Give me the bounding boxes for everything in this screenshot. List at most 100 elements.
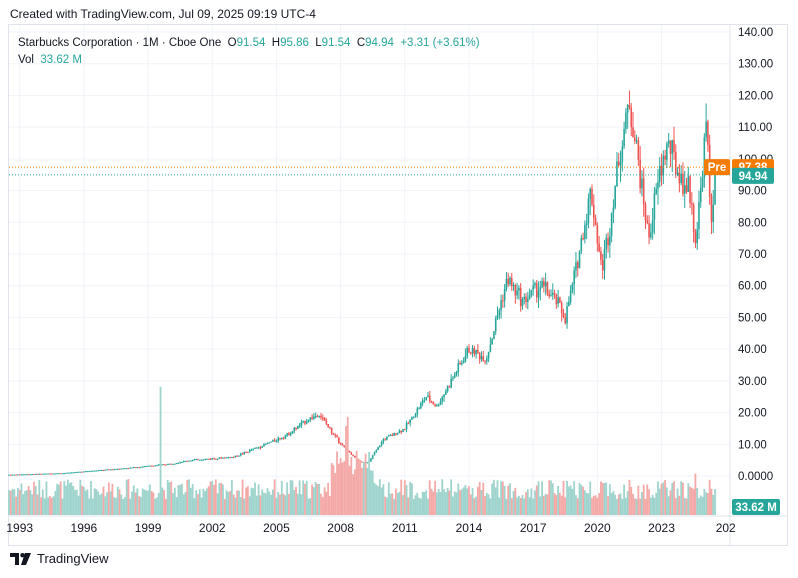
volume-bar — [655, 493, 658, 515]
volume-bar — [152, 492, 155, 515]
volume-bar — [676, 488, 679, 515]
candle-body — [391, 435, 394, 437]
volume-bar — [405, 485, 408, 515]
volume-bar — [512, 491, 515, 515]
candle-body — [523, 296, 526, 300]
volume-bar — [571, 488, 574, 515]
volume-bar — [172, 493, 174, 515]
volume-bar — [95, 489, 98, 515]
candle-body — [605, 238, 608, 249]
candle-body — [678, 172, 681, 183]
volume-bar — [409, 481, 412, 515]
volume-bar — [268, 491, 271, 515]
candle-body — [578, 251, 581, 269]
candle-body — [437, 404, 440, 406]
candle-body — [637, 140, 640, 160]
candle-body — [557, 297, 559, 304]
volume-bar — [546, 494, 549, 515]
legend-high-value: 95.86 — [280, 37, 309, 49]
volume-bar — [77, 495, 80, 515]
candle-body — [699, 187, 702, 202]
volume-bar — [34, 486, 37, 515]
candle-body — [238, 455, 240, 457]
candle-body — [261, 446, 263, 448]
candle-body — [131, 467, 133, 469]
candle-body — [127, 468, 130, 470]
candle-body — [582, 237, 584, 240]
volume-bar — [419, 498, 422, 515]
candle-body — [380, 441, 383, 446]
volume-bar — [505, 498, 508, 515]
volume-bar — [623, 484, 625, 515]
candle-body — [61, 473, 64, 475]
candle-body — [667, 140, 670, 144]
volume-bar — [163, 490, 166, 515]
volume-bar — [605, 482, 608, 515]
volume-bar — [154, 498, 157, 515]
volume-bar — [714, 489, 716, 515]
tradingview-brand[interactable]: TradingView — [10, 551, 109, 566]
volume-bar — [230, 480, 233, 515]
volume-bar — [279, 494, 281, 515]
volume-bar — [312, 487, 315, 515]
volume-bar — [703, 488, 706, 515]
candle-body — [188, 460, 190, 462]
volume-bar — [323, 487, 326, 515]
volume-bar — [412, 498, 415, 515]
pre-badge-label: Pre — [708, 162, 727, 174]
candle-body — [354, 456, 356, 458]
volume-badge-bg — [732, 499, 780, 515]
candle-body — [90, 470, 92, 472]
candle-body — [512, 285, 515, 287]
volume-bar — [598, 493, 601, 515]
volume-bar — [346, 416, 349, 515]
volume-bar — [84, 490, 87, 515]
volume-bar — [662, 482, 665, 515]
volume-bar — [439, 491, 442, 515]
candle-body — [430, 401, 433, 403]
volume-bar — [247, 486, 249, 515]
volume-bar — [537, 481, 540, 515]
candle-body — [683, 185, 686, 194]
candle-body — [140, 466, 142, 468]
candle-body — [56, 473, 58, 475]
volume-bar — [480, 489, 483, 515]
volume-bar — [403, 480, 406, 515]
volume-bar — [197, 494, 199, 515]
volume-bar — [637, 485, 640, 515]
volume-bar — [394, 488, 397, 515]
candle-body — [692, 204, 695, 233]
candle-body — [108, 469, 110, 471]
volume-bar — [40, 497, 42, 515]
candle-body — [675, 151, 677, 175]
y-tick-label: 30.00 — [738, 376, 767, 388]
candle-body — [375, 450, 378, 453]
volume-bar — [168, 482, 171, 515]
candle-body — [268, 442, 271, 444]
volume-bar — [81, 485, 83, 515]
candle-body — [70, 472, 73, 474]
volume-bar — [330, 463, 333, 515]
volume-bar — [669, 490, 672, 515]
volume-bar — [36, 494, 39, 515]
volume-bar — [649, 497, 652, 515]
volume-bar — [473, 498, 476, 515]
y-tick-label: 110.00 — [738, 122, 772, 134]
candle-body — [405, 423, 408, 430]
y-tick-label: 50.00 — [738, 312, 767, 324]
candle-body — [304, 420, 306, 424]
candle-body — [532, 285, 534, 290]
candle-body — [551, 292, 554, 296]
candle-body — [469, 352, 472, 354]
volume-bar — [27, 486, 30, 515]
volume-bar — [293, 489, 296, 515]
volume-bar — [198, 489, 201, 515]
candle-body — [658, 165, 661, 182]
volume-bar — [690, 487, 693, 515]
legend-volume-row: Vol 33.62 M — [18, 52, 480, 69]
candle-body — [450, 378, 452, 388]
volume-bar — [674, 498, 677, 515]
candle-body — [498, 310, 501, 316]
volume-bar — [569, 485, 572, 515]
